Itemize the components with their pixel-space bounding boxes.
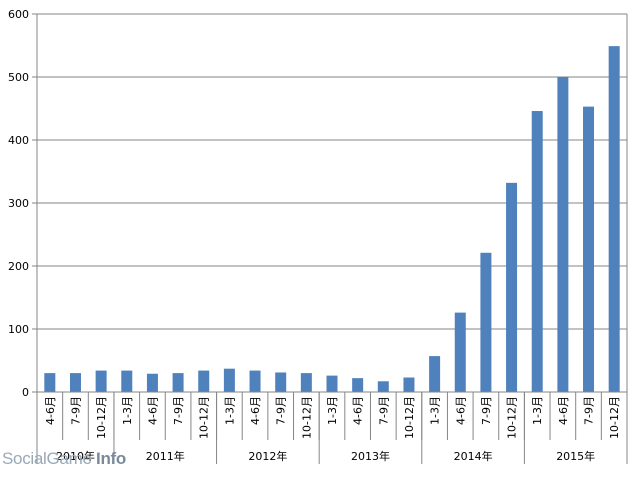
x-tick-label: 4-6月 [352,396,365,425]
x-tick-label: 7-9月 [275,396,288,425]
x-tick-label: 1-3月 [326,396,339,425]
bar [403,377,415,392]
x-tick-label: 7-9月 [69,396,82,425]
bar [146,373,158,392]
group-label: 2013年 [351,449,390,463]
y-tick-label: 100 [8,323,29,336]
bar [249,370,261,392]
x-tick-label: 7-9月 [480,396,493,425]
x-tick-label: 4-6月 [557,396,570,425]
y-tick-label: 600 [8,8,29,21]
y-tick-label: 500 [8,71,29,84]
group-label: 2010年 [56,449,95,463]
bar [198,370,210,392]
bar [275,372,287,392]
x-tick-label: 7-9月 [377,396,390,425]
group-label: 2012年 [248,449,287,463]
x-tick-label: 1-3月 [531,396,544,425]
x-tick-label: 10-12月 [300,396,313,439]
x-tick-label: 7-9月 [583,396,596,425]
bar [121,370,133,392]
bar [352,378,364,392]
bar [583,106,595,393]
bar [531,111,543,393]
bar [326,375,338,392]
watermark-text-b: Info [96,449,126,468]
x-tick-label: 10-12月 [95,396,108,439]
y-tick-label: 400 [8,134,29,147]
watermark-logo: SocialGame Info [2,449,126,469]
x-tick-label: 4-6月 [146,396,159,425]
bar [300,373,312,392]
x-tick-label: 1-3月 [223,396,236,425]
x-axis-labels: 4-6月 7-9月 10-12月 1-3月 4-6月 7-9月 10-12月 1-3月 4-6月… [36,392,628,440]
x-tick-label: 4-6月 [249,396,262,425]
x-tick-label: 4-6月 [454,396,467,425]
bar [480,252,492,392]
x-tick-label: 10-12月 [608,396,621,439]
bars [44,46,620,393]
x-tick-label: 7-9月 [172,396,185,425]
bar [506,182,518,392]
x-tick-label: 10-12月 [506,396,519,439]
x-tick-label: 10-12月 [198,396,211,439]
bar [429,356,441,392]
watermark-text-a: SocialGame [2,449,97,468]
group-label: 2011年 [146,449,185,463]
x-tick-label: 1-3月 [429,396,442,425]
group-label: 2014年 [454,449,493,463]
bar [223,368,235,392]
group-label: 2015年 [556,449,595,463]
x-tick-label: 4-6月 [44,396,57,425]
bar [557,77,569,392]
gridlines [37,13,627,330]
bar [377,381,389,392]
x-tick-label: 1-3月 [121,396,134,425]
x-axis-groups: 2010年 2011年 2012年 2013年 2014年 2015年 [36,392,628,464]
bar [69,373,81,392]
y-tick-label: 300 [8,197,29,210]
bar [454,312,466,392]
bar [44,373,56,392]
bar [608,46,620,392]
bar [95,370,107,392]
y-tick-label: 200 [8,260,29,273]
x-tick-label: 10-12月 [403,396,416,439]
axes [36,14,628,393]
y-tick-label: 0 [22,386,29,399]
y-axis-ticks: 0 100 200 300 400 500 600 [8,8,37,399]
bar [172,373,184,392]
